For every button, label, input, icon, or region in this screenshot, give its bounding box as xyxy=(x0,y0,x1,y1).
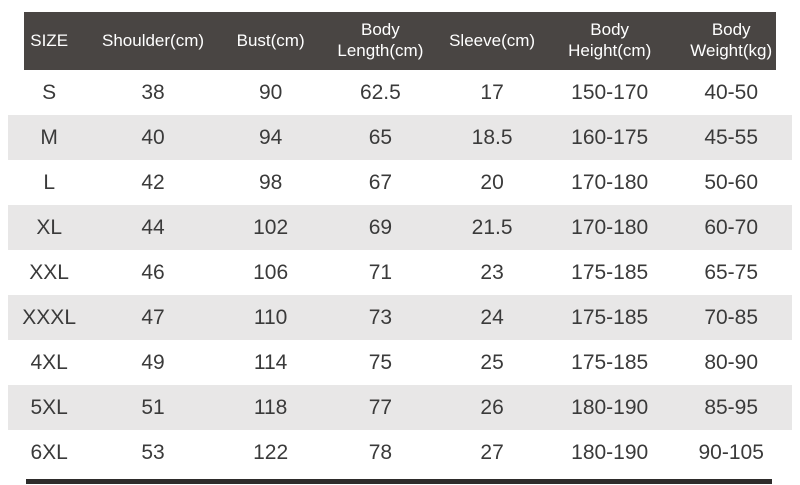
size-chart-table: SIZE Shoulder(cm) Bust(cm) Body Length(c… xyxy=(8,12,792,475)
table-header-row: SIZE Shoulder(cm) Bust(cm) Body Length(c… xyxy=(8,12,792,70)
cell-shoulder: 47 xyxy=(141,305,165,329)
cell-body-length: 65 xyxy=(368,125,393,149)
cell-sleeve: 26 xyxy=(480,395,504,419)
cell-size: 4XL xyxy=(30,350,68,374)
table-row: S 38 90 62.5 17 150-170 40-50 xyxy=(8,70,792,115)
cell-sleeve: 20 xyxy=(480,170,504,194)
cell-body-weight: 70-85 xyxy=(704,305,759,329)
cell-shoulder: 44 xyxy=(141,215,165,239)
cell-body-height: 170-180 xyxy=(571,170,649,194)
cell-body-height: 180-190 xyxy=(571,395,649,419)
cell-shoulder: 53 xyxy=(141,440,165,464)
cell-shoulder: 46 xyxy=(141,260,165,284)
cell-body-weight: 60-70 xyxy=(704,215,759,239)
table-bottom-rule xyxy=(26,479,772,484)
table-row: XXXL 47 110 73 24 175-185 70-85 xyxy=(8,295,792,340)
cell-body-weight: 50-60 xyxy=(704,170,759,194)
cell-body-height: 150-170 xyxy=(571,80,649,104)
cell-body-height: 170-180 xyxy=(571,215,649,239)
table-row: 6XL 53 122 78 27 180-190 90-105 xyxy=(8,430,792,475)
cell-body-height: 160-175 xyxy=(571,125,649,149)
cell-sleeve: 18.5 xyxy=(471,125,513,149)
cell-size: XXL xyxy=(29,260,69,284)
header-bust: Bust(cm) xyxy=(236,30,305,50)
cell-shoulder: 49 xyxy=(141,350,165,374)
cell-body-length: 75 xyxy=(368,350,393,374)
table-row: M 40 94 65 18.5 160-175 45-55 xyxy=(8,115,792,160)
cell-body-length: 73 xyxy=(368,305,393,329)
cell-body-length: 71 xyxy=(368,260,393,284)
cell-body-weight: 80-90 xyxy=(704,350,759,374)
cell-body-height: 175-185 xyxy=(571,260,649,284)
header-shoulder: Shoulder(cm) xyxy=(102,30,205,50)
cell-body-length: 67 xyxy=(368,170,393,194)
cell-bust: 94 xyxy=(258,125,283,149)
cell-body-weight: 85-95 xyxy=(704,395,759,419)
table-row: XXL 46 106 71 23 175-185 65-75 xyxy=(8,250,792,295)
cell-bust: 102 xyxy=(253,215,289,239)
cell-shoulder: 38 xyxy=(141,80,165,104)
cell-size: S xyxy=(42,80,57,104)
cell-sleeve: 21.5 xyxy=(471,215,513,239)
cell-body-height: 175-185 xyxy=(571,350,649,374)
cell-bust: 106 xyxy=(253,260,289,284)
cell-size: L xyxy=(43,170,55,194)
header-size: SIZE xyxy=(30,30,69,50)
cell-size: XL xyxy=(36,215,62,239)
cell-body-weight: 45-55 xyxy=(704,125,759,149)
header-sleeve: Sleeve(cm) xyxy=(449,30,536,50)
cell-size: 6XL xyxy=(30,440,68,464)
cell-bust: 110 xyxy=(253,305,288,329)
cell-bust: 114 xyxy=(253,350,288,374)
table-row: L 42 98 67 20 170-180 50-60 xyxy=(8,160,792,205)
cell-body-weight: 90-105 xyxy=(698,440,764,464)
cell-bust: 98 xyxy=(258,170,283,194)
cell-size: 5XL xyxy=(30,395,68,419)
header-body-length: Body Length(cm) xyxy=(337,20,424,60)
cell-shoulder: 42 xyxy=(141,170,165,194)
cell-body-weight: 65-75 xyxy=(704,260,759,284)
cell-bust: 122 xyxy=(253,440,289,464)
cell-body-height: 175-185 xyxy=(571,305,649,329)
cell-sleeve: 25 xyxy=(480,350,504,374)
cell-body-length: 62.5 xyxy=(359,80,401,104)
cell-sleeve: 24 xyxy=(480,305,504,329)
cell-sleeve: 27 xyxy=(480,440,504,464)
cell-shoulder: 40 xyxy=(141,125,165,149)
cell-size: M xyxy=(40,125,58,149)
table-row: 5XL 51 118 77 26 180-190 85-95 xyxy=(8,385,792,430)
cell-body-weight: 40-50 xyxy=(704,80,759,104)
cell-bust: 118 xyxy=(253,395,288,419)
cell-body-length: 77 xyxy=(368,395,393,419)
table-row: 4XL 49 114 75 25 175-185 80-90 xyxy=(8,340,792,385)
cell-sleeve: 17 xyxy=(480,80,504,104)
cell-body-height: 180-190 xyxy=(571,440,649,464)
cell-shoulder: 51 xyxy=(141,395,165,419)
cell-size: XXXL xyxy=(22,305,76,329)
cell-body-length: 78 xyxy=(368,440,393,464)
table-row: XL 44 102 69 21.5 170-180 60-70 xyxy=(8,205,792,250)
cell-body-length: 69 xyxy=(368,215,393,239)
header-body-weight: Body Weight(kg) xyxy=(690,20,773,60)
cell-bust: 90 xyxy=(258,80,283,104)
cell-sleeve: 23 xyxy=(480,260,504,284)
header-body-height: Body Height(cm) xyxy=(568,20,652,60)
